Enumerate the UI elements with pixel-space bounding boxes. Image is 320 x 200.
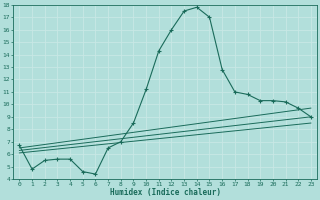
X-axis label: Humidex (Indice chaleur): Humidex (Indice chaleur) — [110, 188, 220, 197]
